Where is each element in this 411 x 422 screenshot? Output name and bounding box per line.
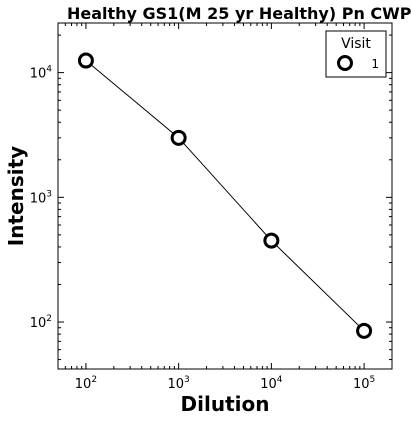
plot-frame [57, 22, 393, 370]
x-axis-label: Dilution [181, 392, 270, 416]
x-tick-label: 105 [353, 375, 375, 392]
y-tick-label: 104 [30, 65, 53, 82]
y-axis-ticks: 102 103 104 [30, 34, 392, 361]
data-point [77, 52, 94, 69]
y-tick-label: 102 [30, 314, 52, 331]
chart-title: Healthy GS1(M 25 yr Healthy) Pn CWPS [67, 4, 411, 23]
series-layer [77, 52, 373, 339]
series-line [85, 60, 365, 332]
x-tick-label: 104 [260, 375, 283, 392]
x-axis-ticks: 102 103 104 105 [57, 23, 393, 392]
legend-entry-label: 1 [371, 57, 379, 71]
y-tick-label: 103 [30, 189, 52, 206]
data-point [263, 232, 280, 249]
x-tick-label: 102 [75, 375, 97, 392]
x-tick-label: 103 [167, 375, 189, 392]
data-point [170, 129, 187, 146]
legend-box [325, 30, 387, 78]
data-point [356, 322, 373, 339]
legend-title: Visit [341, 36, 371, 52]
legend-marker [337, 55, 353, 71]
y-axis-label: Intensity [4, 146, 28, 246]
legend: Visit 1 [325, 30, 387, 78]
